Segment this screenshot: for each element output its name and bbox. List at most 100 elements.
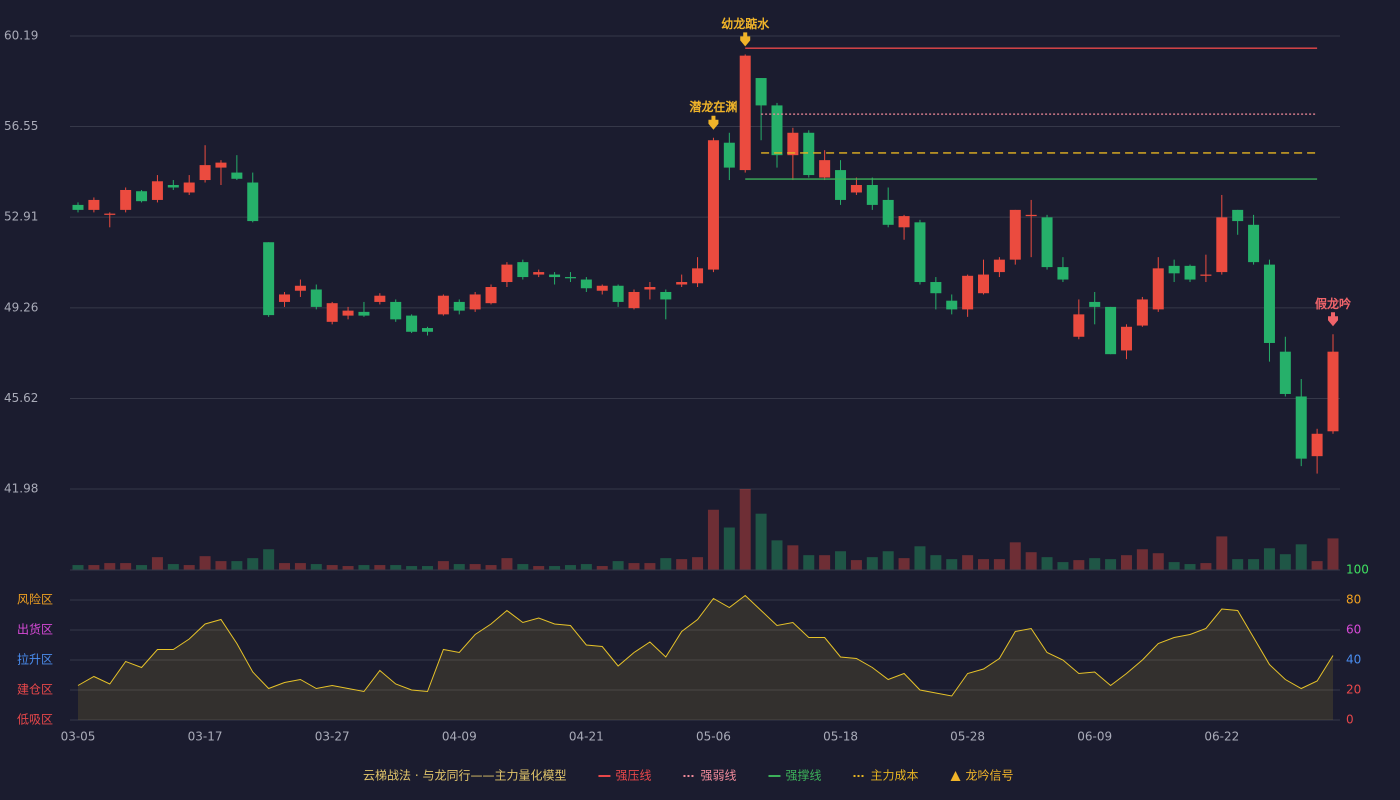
- volume-bar: [850, 560, 862, 570]
- zone-label: 出货区: [17, 622, 53, 637]
- volume-bar: [469, 564, 481, 570]
- candle-body: [803, 132, 815, 176]
- candle-body: [771, 105, 783, 156]
- candle-body: [406, 315, 418, 332]
- volume-bar: [755, 513, 767, 570]
- candle-body: [978, 274, 990, 294]
- legend-label: 龙吟信号: [966, 768, 1014, 783]
- candle-body: [1152, 268, 1164, 310]
- candle-body: [1136, 299, 1148, 326]
- volume-bar: [898, 558, 910, 570]
- candle-body: [199, 165, 211, 181]
- volume-bar: [1152, 553, 1164, 570]
- y2-tick-label: 80: [1346, 593, 1361, 607]
- y2-tick-label: 40: [1346, 653, 1361, 667]
- candle-body: [120, 189, 132, 210]
- volume-bar: [183, 565, 195, 570]
- x-tick-label: 05-18: [823, 730, 858, 744]
- volume-bar: [739, 489, 751, 570]
- candle-body: [437, 295, 449, 315]
- volume-bar: [1295, 544, 1307, 570]
- volume-bar: [358, 565, 370, 570]
- candle-body: [1216, 217, 1228, 273]
- candle-body: [310, 289, 322, 307]
- candle-body: [88, 199, 100, 210]
- volume-bar: [533, 566, 545, 570]
- volume-bar: [1089, 558, 1101, 570]
- volume-bar: [342, 566, 354, 570]
- candle-body: [787, 132, 799, 156]
- volume-bar: [120, 563, 132, 570]
- x-tick-label: 06-09: [1077, 730, 1112, 744]
- candle-body: [231, 172, 243, 179]
- candle-body: [1295, 396, 1307, 459]
- x-tick-label: 04-09: [442, 730, 477, 744]
- candle-body: [660, 291, 672, 300]
- volume-bar: [1327, 538, 1339, 570]
- candle-body: [1200, 274, 1212, 276]
- y2-tick-label: 100: [1346, 563, 1369, 577]
- indicator-area: [78, 595, 1333, 720]
- y-tick-label: 60.19: [4, 29, 38, 43]
- candle-body: [326, 303, 338, 322]
- candle-body: [533, 272, 545, 275]
- volume-bar: [1232, 559, 1244, 570]
- candle-body: [612, 285, 624, 302]
- candle-body: [549, 274, 561, 278]
- volume-bar: [1168, 562, 1180, 570]
- candle-body: [1232, 209, 1244, 222]
- volume-bar: [390, 565, 402, 570]
- volume-bar: [866, 557, 878, 570]
- candle-body: [1105, 306, 1117, 355]
- volume-bar: [406, 566, 418, 570]
- volume-bar: [1216, 536, 1228, 570]
- indicator-line: [77, 594, 1334, 697]
- volume-bar: [580, 564, 592, 570]
- volume-bar: [453, 564, 465, 570]
- zone-label: 建仓区: [17, 683, 53, 697]
- candle-body: [1327, 351, 1339, 432]
- candle-body: [580, 279, 592, 289]
- candle-body: [279, 294, 291, 302]
- candle-body: [453, 301, 465, 311]
- volume-bar: [1248, 559, 1260, 570]
- volume-bar: [1105, 559, 1117, 570]
- candle-body: [755, 78, 767, 106]
- volume-bar: [517, 564, 529, 570]
- candle-body: [596, 285, 608, 291]
- candle-body: [707, 140, 719, 270]
- annotation: 假龙吟: [1315, 296, 1351, 311]
- volume-bar: [1279, 554, 1291, 570]
- y-tick-label: 45.62: [4, 391, 38, 405]
- candle-body: [1279, 351, 1291, 394]
- legend-label: 主力成本: [871, 769, 919, 783]
- volume-bar: [1200, 563, 1212, 570]
- candle-body: [1073, 314, 1085, 337]
- volume-bar: [104, 563, 116, 570]
- volume-bar: [199, 556, 211, 570]
- candle-body: [374, 295, 386, 302]
- candle-body: [247, 182, 259, 222]
- signal-arrow: [708, 115, 719, 130]
- legend-label: 强压线: [615, 769, 651, 783]
- volume-bar: [723, 527, 735, 570]
- candle-body: [644, 287, 656, 290]
- zone-label: 拉升区: [17, 652, 53, 667]
- volume-bar: [374, 565, 386, 570]
- x-tick-label: 03-05: [61, 730, 96, 744]
- volume-bar: [263, 549, 275, 570]
- legend-title: 云梯战法 · 与龙同行——主力量化模型: [363, 769, 566, 783]
- x-tick-label: 03-17: [188, 730, 223, 744]
- volume-bar: [707, 509, 719, 570]
- candle-body: [946, 300, 958, 310]
- x-tick-label: 04-21: [569, 730, 604, 744]
- candle-body: [485, 287, 497, 304]
- volume-bar: [660, 558, 672, 570]
- volume-bar: [787, 545, 799, 570]
- candle-body: [1168, 265, 1180, 274]
- volume-bar: [930, 555, 942, 570]
- volume-bar: [882, 551, 894, 570]
- candle-body: [1263, 264, 1275, 343]
- y-tick-label: 41.98: [4, 482, 38, 496]
- y-tick-label: 56.55: [4, 119, 38, 133]
